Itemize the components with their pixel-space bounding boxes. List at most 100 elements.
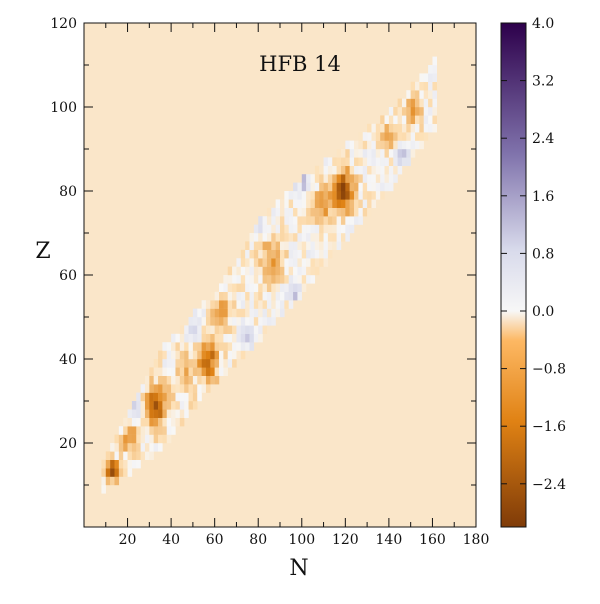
- heatmap-cell: [423, 123, 429, 133]
- heatmap-cell: [236, 300, 241, 309]
- heatmap-cell: [358, 165, 363, 175]
- heatmap-cell: [253, 308, 259, 318]
- heatmap-cell: [284, 224, 289, 234]
- heatmap-cell: [362, 149, 368, 158]
- x-tick-label: 160: [419, 532, 446, 548]
- heatmap-cell: [175, 417, 181, 427]
- heatmap-cell: [166, 384, 172, 393]
- heatmap-cell: [410, 81, 416, 91]
- heatmap-cell: [205, 367, 211, 376]
- heatmap-cell: [388, 182, 394, 192]
- heatmap-cell: [319, 224, 324, 234]
- heatmap-cell: [253, 233, 259, 242]
- heatmap-cell: [310, 191, 316, 200]
- heatmap-cell: [253, 333, 259, 343]
- heatmap-cell: [284, 258, 289, 267]
- heatmap-cell: [123, 451, 128, 460]
- heatmap-cell: [301, 191, 307, 200]
- heatmap-cell: [332, 191, 337, 200]
- colorbar-tick-label: −1.6: [532, 419, 566, 435]
- heatmap-cell: [158, 392, 163, 402]
- heatmap-cell: [319, 241, 324, 250]
- heatmap-cell: [415, 115, 420, 124]
- heatmap-cell: [210, 359, 215, 368]
- heatmap-cell: [266, 275, 272, 284]
- heatmap-cell: [179, 417, 185, 427]
- heatmap-cell: [105, 459, 111, 469]
- heatmap-cell: [249, 283, 255, 292]
- y-tick-label: 100: [50, 100, 77, 116]
- heatmap-cell: [162, 426, 167, 435]
- heatmap-cell: [327, 249, 333, 259]
- heatmap-cell: [166, 359, 172, 368]
- heatmap-cell: [240, 275, 246, 284]
- heatmap-cell: [253, 258, 259, 267]
- x-axis-label: N: [289, 556, 308, 581]
- heatmap-cell: [249, 317, 255, 326]
- heatmap-cell: [258, 275, 263, 284]
- heatmap-cell: [371, 157, 377, 166]
- heatmap-cell: [271, 233, 276, 242]
- heatmap-cell: [410, 140, 416, 150]
- heatmap-cell: [110, 451, 115, 460]
- heatmap-cell: [375, 182, 381, 192]
- heatmap-cell: [101, 485, 106, 494]
- heatmap-cell: [123, 459, 128, 469]
- heatmap-cell: [301, 182, 307, 192]
- heatmap-cell: [266, 258, 272, 267]
- heatmap-cell: [275, 300, 281, 309]
- heatmap-cell: [354, 165, 359, 175]
- heatmap-cell: [136, 443, 141, 452]
- heatmap-cell: [266, 266, 272, 276]
- heatmap-cell: [327, 191, 333, 200]
- heatmap-cell: [171, 375, 176, 385]
- heatmap-cell: [223, 350, 228, 360]
- heatmap-cell: [262, 291, 268, 301]
- heatmap-cell: [340, 233, 346, 242]
- heatmap-cell: [232, 275, 237, 284]
- heatmap-cell: [271, 224, 276, 234]
- heatmap-cell: [297, 249, 302, 259]
- heatmap-cell: [393, 115, 398, 124]
- heatmap-cell: [380, 132, 385, 141]
- heatmap-cell: [406, 123, 411, 133]
- heatmap-cell: [262, 283, 268, 292]
- heatmap-cell: [144, 451, 150, 460]
- heatmap-cell: [419, 90, 424, 99]
- heatmap-cell: [245, 333, 250, 343]
- heatmap-cell: [262, 275, 268, 284]
- heatmap-cell: [310, 174, 316, 183]
- heatmap-cell: [258, 266, 263, 276]
- heatmap-cell: [401, 132, 407, 141]
- heatmap-cell: [345, 182, 350, 192]
- heatmap-cell: [249, 291, 255, 301]
- x-axis-ticks: 20 40 60 80 100 120 140 160 180: [105, 23, 489, 548]
- heatmap-cell: [253, 249, 259, 259]
- heatmap-cell: [223, 317, 228, 326]
- heatmap-cell: [153, 401, 159, 410]
- heatmap-cell: [319, 249, 324, 259]
- heatmap-cell: [280, 224, 285, 234]
- heatmap-cell: [293, 207, 298, 217]
- heatmap-cell: [371, 132, 377, 141]
- heatmap-cell: [406, 98, 411, 108]
- heatmap-cell: [258, 291, 263, 301]
- heatmap-cell: [158, 375, 163, 385]
- heatmap-cell: [188, 342, 194, 351]
- heatmap-cell: [406, 132, 411, 141]
- heatmap-cell: [375, 132, 381, 141]
- heatmap-cell: [201, 325, 207, 334]
- heatmap-cell: [310, 258, 316, 267]
- heatmap-cell: [384, 132, 390, 141]
- colorbar-tick-label: −2.4: [532, 477, 566, 493]
- heatmap-cell: [349, 140, 355, 150]
- heatmap-cell: [179, 409, 185, 418]
- heatmap-cell: [214, 375, 220, 385]
- heatmap-cell: [144, 401, 150, 410]
- heatmap-cell: [354, 199, 359, 208]
- heatmap-cell: [175, 384, 181, 393]
- heatmap-cell: [166, 342, 172, 351]
- heatmap-cell: [401, 157, 407, 166]
- heatmap-cell: [205, 342, 211, 351]
